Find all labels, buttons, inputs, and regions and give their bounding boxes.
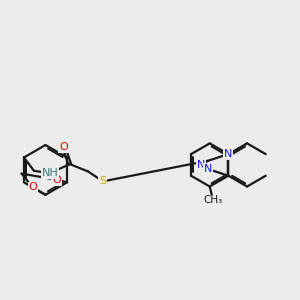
Text: NH: NH bbox=[41, 168, 58, 178]
Text: O: O bbox=[59, 142, 68, 152]
Text: O: O bbox=[28, 182, 37, 193]
Text: S: S bbox=[99, 176, 106, 186]
Text: O: O bbox=[52, 175, 61, 185]
Text: CH₃: CH₃ bbox=[203, 195, 223, 206]
Text: N: N bbox=[224, 149, 232, 159]
Text: N: N bbox=[197, 160, 206, 170]
Text: N: N bbox=[204, 164, 212, 174]
